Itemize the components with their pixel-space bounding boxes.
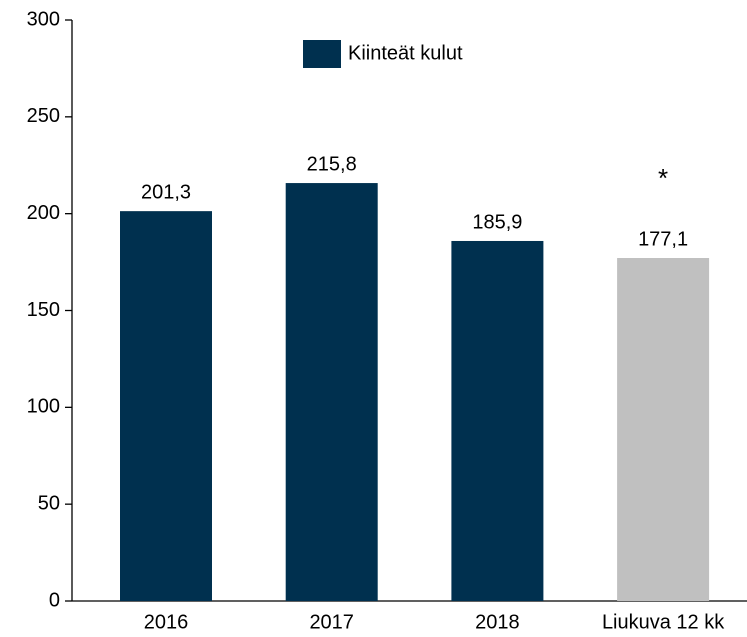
y-tick-label: 200 xyxy=(27,202,60,224)
annotation: * xyxy=(658,163,668,193)
value-label: 215,8 xyxy=(307,153,357,175)
y-tick-label: 100 xyxy=(27,396,60,418)
x-tick-label: 2017 xyxy=(309,611,354,633)
legend-label: Kiinteät kulut xyxy=(348,42,463,64)
y-tick-label: 150 xyxy=(27,299,60,321)
value-label: 185,9 xyxy=(472,211,522,233)
x-tick-label: 2016 xyxy=(144,611,189,633)
bar xyxy=(451,240,544,601)
bar xyxy=(617,258,710,601)
x-tick-label: 2018 xyxy=(475,611,520,633)
y-tick-label: 300 xyxy=(27,8,60,30)
y-tick-label: 250 xyxy=(27,105,60,127)
legend-swatch xyxy=(303,40,341,68)
y-tick-label: 0 xyxy=(49,589,60,611)
value-label: 177,1 xyxy=(638,228,688,250)
x-tick-label: Liukuva 12 kk xyxy=(602,611,725,633)
value-label: 201,3 xyxy=(141,181,191,203)
bar xyxy=(120,211,212,602)
bar xyxy=(285,183,378,602)
y-tick-label: 50 xyxy=(38,492,60,514)
